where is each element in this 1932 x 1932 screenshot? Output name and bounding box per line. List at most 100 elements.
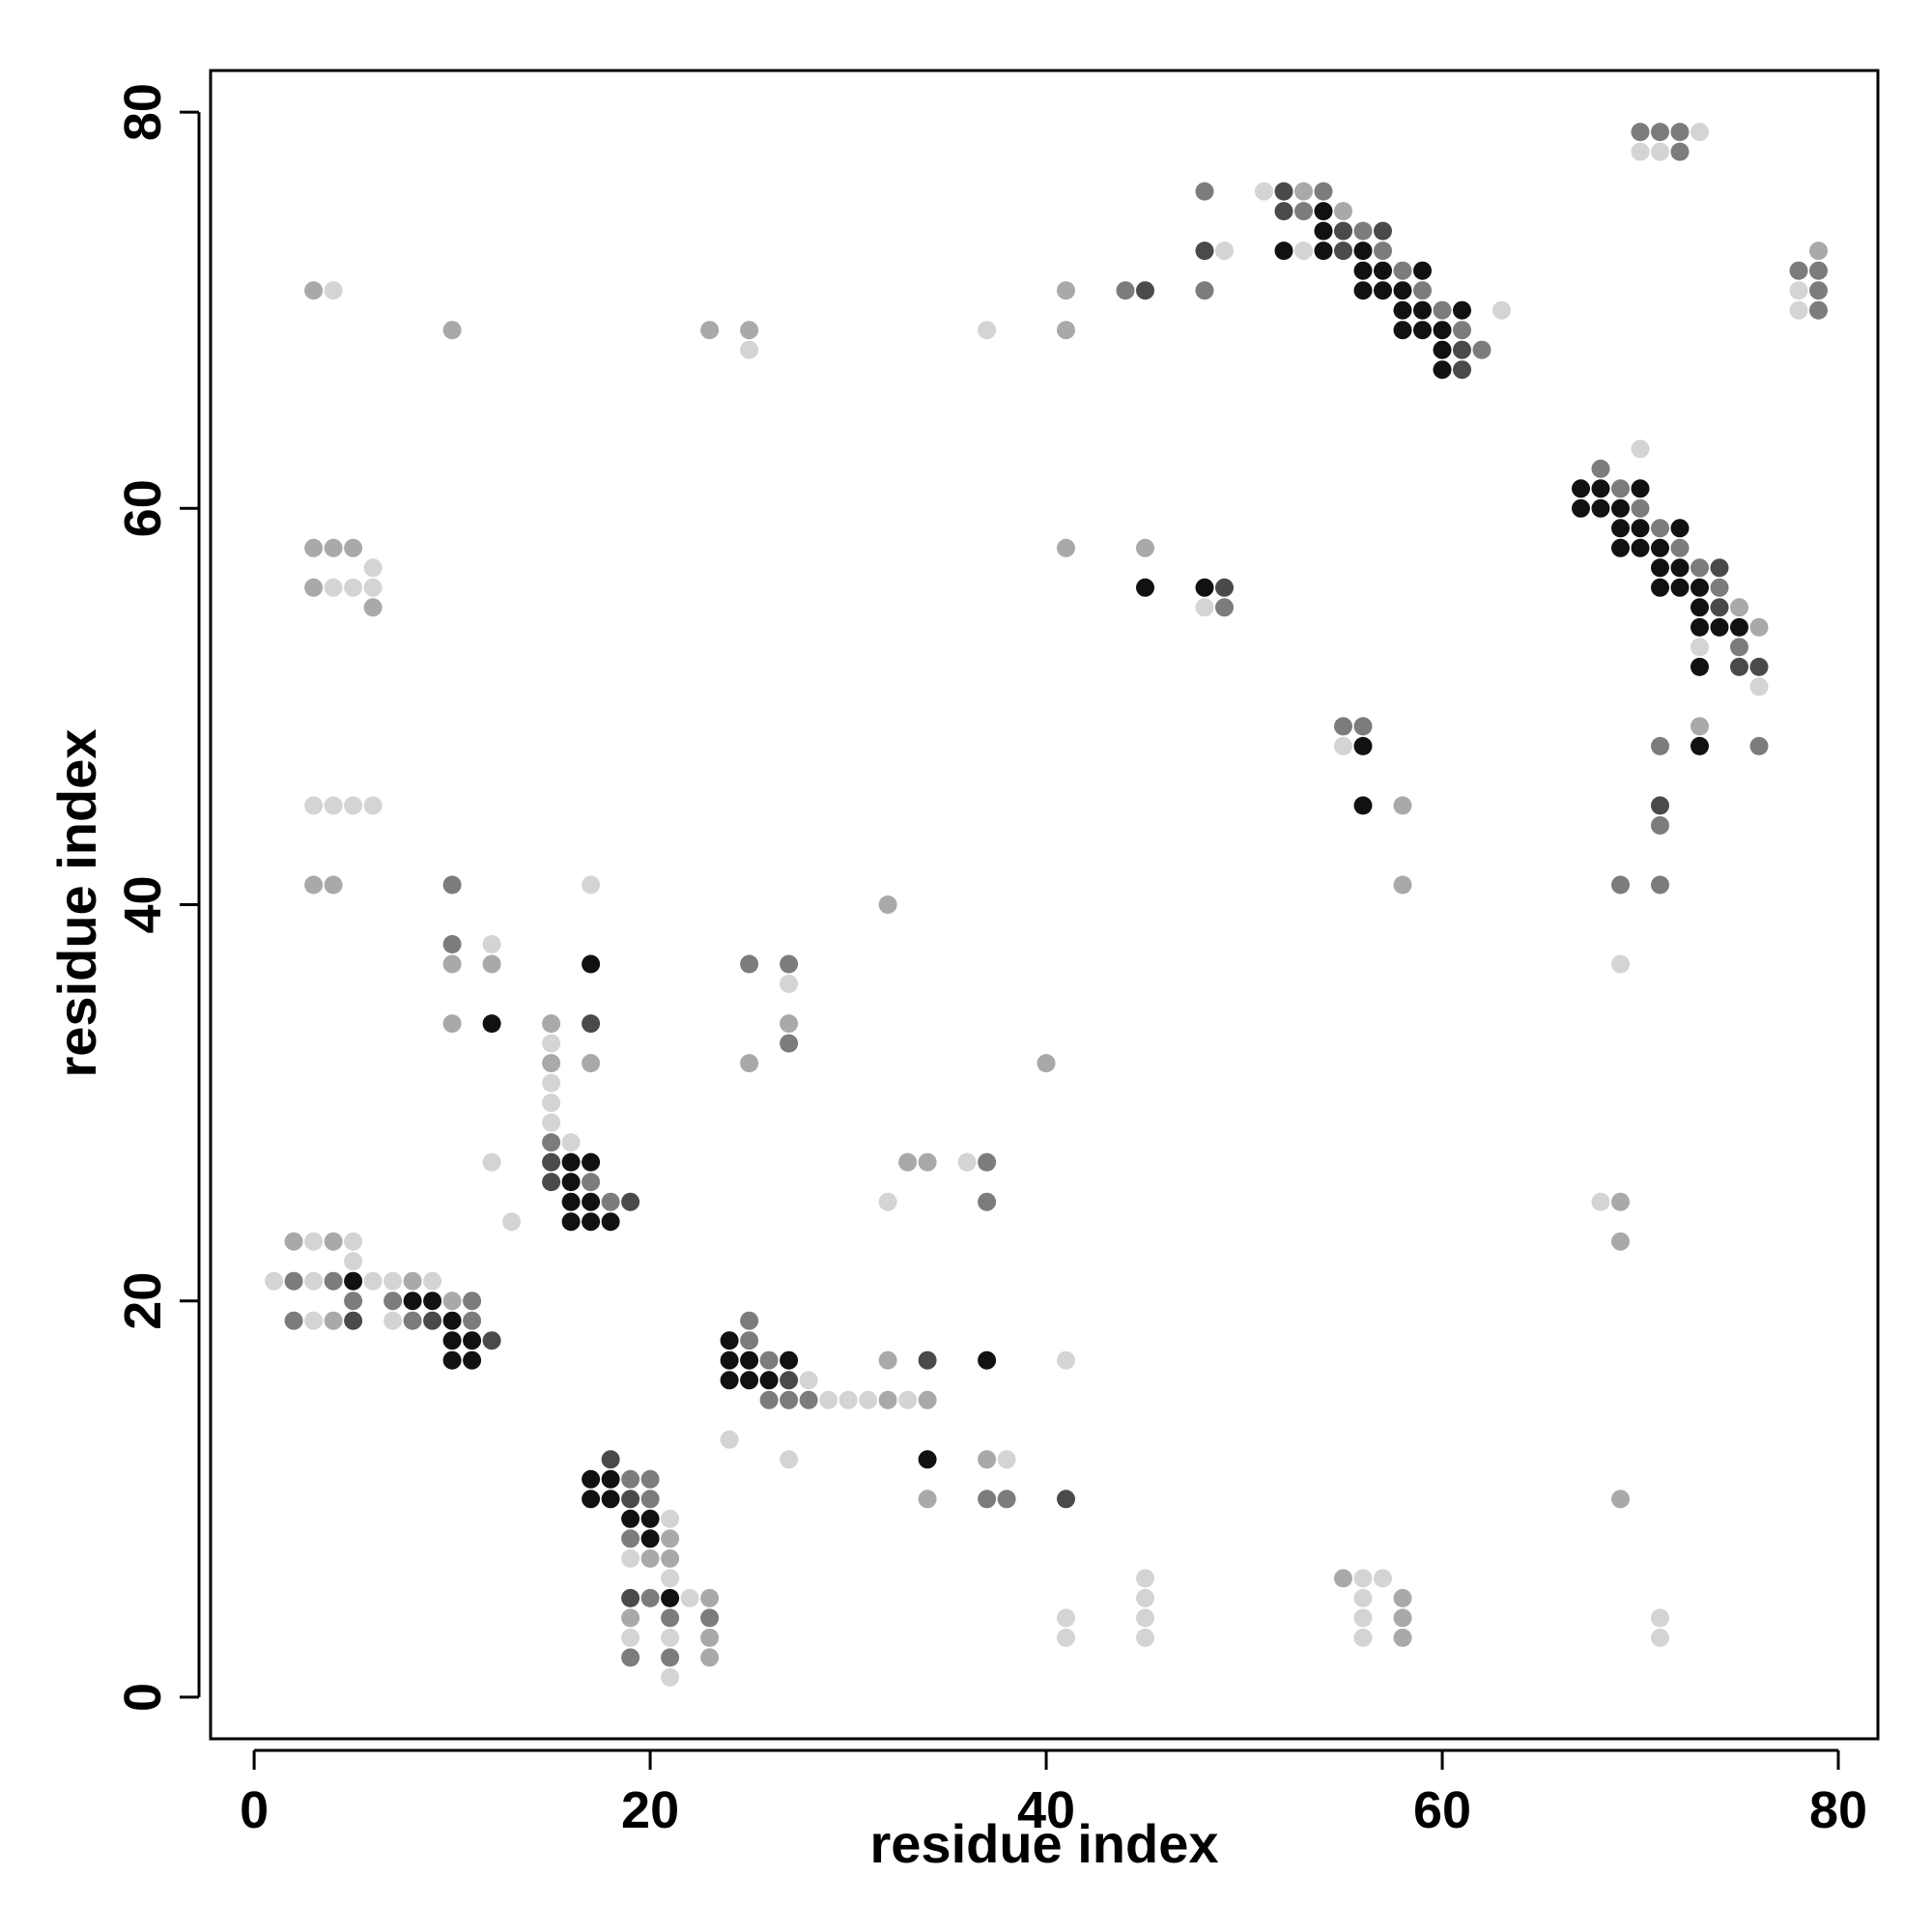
contact-point bbox=[661, 1569, 680, 1588]
contact-point bbox=[621, 1469, 640, 1489]
contact-point bbox=[542, 1094, 561, 1113]
contact-point bbox=[324, 875, 343, 895]
contact-point bbox=[284, 1311, 303, 1330]
contact-point bbox=[582, 954, 601, 974]
contact-point bbox=[324, 796, 343, 815]
contact-point bbox=[1690, 578, 1709, 597]
contact-point bbox=[1353, 1608, 1373, 1628]
contact-point bbox=[740, 340, 759, 359]
contact-point bbox=[1749, 736, 1769, 755]
contact-point bbox=[1353, 1628, 1373, 1647]
contact-point bbox=[1136, 538, 1154, 557]
contact-point bbox=[1374, 281, 1392, 300]
y-tick-label: 60 bbox=[114, 479, 172, 537]
contact-point bbox=[304, 875, 324, 895]
contact-point bbox=[1353, 796, 1373, 815]
contact-point bbox=[324, 281, 343, 300]
contact-point bbox=[661, 1608, 680, 1628]
contact-point bbox=[304, 538, 324, 557]
x-tick-label: 60 bbox=[1413, 1781, 1471, 1839]
contact-point bbox=[780, 975, 799, 993]
contact-point bbox=[561, 1212, 581, 1232]
contact-point bbox=[1294, 242, 1313, 261]
contact-point bbox=[1651, 816, 1669, 835]
contact-point bbox=[621, 1588, 640, 1607]
contact-point bbox=[1809, 261, 1828, 280]
contact-point bbox=[423, 1271, 442, 1291]
contact-point bbox=[1393, 1608, 1412, 1628]
contact-point bbox=[502, 1212, 522, 1232]
contact-point bbox=[621, 1509, 640, 1528]
contact-point bbox=[740, 1054, 759, 1073]
contact-point bbox=[1116, 281, 1135, 300]
contact-point bbox=[1393, 300, 1412, 320]
contact-point bbox=[542, 1113, 561, 1132]
contact-point bbox=[442, 321, 462, 340]
contact-point bbox=[1651, 538, 1669, 557]
contact-point bbox=[344, 1232, 363, 1251]
contact-point bbox=[324, 538, 343, 557]
contact-point bbox=[1472, 340, 1492, 359]
contact-point bbox=[1393, 1628, 1412, 1647]
contact-point bbox=[799, 1371, 818, 1390]
contact-point bbox=[482, 1014, 501, 1034]
contact-point bbox=[304, 281, 324, 300]
contact-point bbox=[1353, 261, 1373, 280]
x-axis: 0 20 40 60 80 bbox=[240, 1748, 1867, 1839]
contact-point bbox=[601, 1490, 620, 1509]
contact-point bbox=[740, 954, 759, 974]
contact-point bbox=[1651, 578, 1669, 597]
contact-point bbox=[1670, 123, 1690, 142]
contact-point bbox=[640, 1588, 660, 1607]
contact-point bbox=[878, 1350, 897, 1370]
contact-point bbox=[542, 1152, 561, 1172]
contact-point bbox=[1651, 736, 1669, 755]
contact-point bbox=[621, 1548, 640, 1568]
contact-point bbox=[878, 895, 897, 914]
contact-point bbox=[403, 1271, 422, 1291]
contact-point bbox=[700, 1648, 720, 1667]
contact-point bbox=[1809, 242, 1828, 261]
contact-point bbox=[542, 1034, 561, 1053]
contact-point bbox=[363, 1271, 383, 1291]
contact-point bbox=[957, 1152, 977, 1172]
contact-point bbox=[621, 1608, 640, 1628]
contact-point bbox=[1651, 875, 1669, 895]
y-tick-label: 80 bbox=[114, 83, 172, 141]
contact-point bbox=[482, 1331, 501, 1350]
contact-point bbox=[284, 1271, 303, 1291]
contact-point bbox=[1591, 479, 1610, 498]
contact-point bbox=[1374, 221, 1392, 241]
contact-point bbox=[324, 1232, 343, 1251]
contact-point bbox=[1433, 321, 1452, 340]
contact-point bbox=[1136, 1628, 1154, 1647]
contact-point bbox=[1611, 1192, 1630, 1211]
contact-point bbox=[344, 1311, 363, 1330]
contact-point bbox=[640, 1469, 660, 1489]
y-axis-title: residue index bbox=[46, 728, 107, 1077]
contact-point bbox=[1670, 578, 1690, 597]
contact-point bbox=[621, 1529, 640, 1548]
contact-point bbox=[1057, 281, 1075, 300]
contact-point bbox=[582, 1490, 601, 1509]
x-axis-title: residue index bbox=[869, 1813, 1218, 1874]
contact-point bbox=[1255, 182, 1273, 201]
contact-point bbox=[918, 1152, 937, 1172]
contact-point bbox=[284, 1232, 303, 1251]
contact-point bbox=[542, 1173, 561, 1192]
contact-point bbox=[799, 1390, 818, 1409]
contact-point bbox=[1353, 281, 1373, 300]
contact-point bbox=[1611, 538, 1630, 557]
contact-point bbox=[1749, 657, 1769, 676]
contact-point bbox=[582, 1192, 601, 1211]
contact-point bbox=[621, 1648, 640, 1667]
contact-point bbox=[1057, 1608, 1075, 1628]
contact-point bbox=[661, 1628, 680, 1647]
contact-point bbox=[482, 1152, 501, 1172]
contact-point bbox=[403, 1292, 422, 1311]
contact-point bbox=[918, 1350, 937, 1370]
contact-point bbox=[1453, 340, 1471, 359]
contact-point bbox=[1393, 281, 1412, 300]
contact-point bbox=[1789, 281, 1808, 300]
